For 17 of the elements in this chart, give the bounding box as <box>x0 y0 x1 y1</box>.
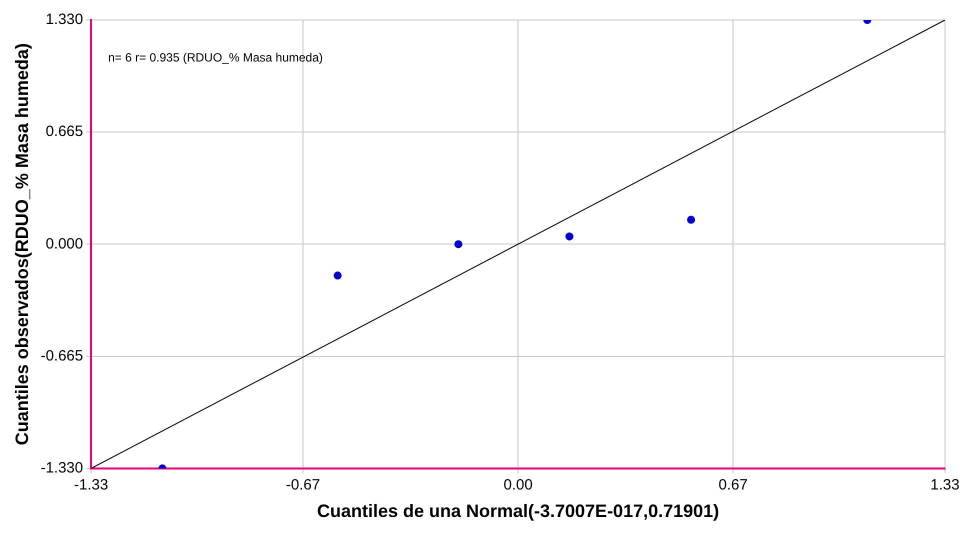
x-axis-title: Cuantiles de una Normal(-3.7007E-017,0.71901) <box>316 501 720 522</box>
y-axis-title: Cuantiles observados(RDUO_% Masa humeda) <box>12 43 32 446</box>
y-tick-label: 0.665 <box>46 123 84 140</box>
x-tick-label: 0.67 <box>718 476 748 494</box>
y-tick-label: 0.000 <box>46 235 84 252</box>
y-tick-label: -0.665 <box>40 347 84 364</box>
x-tick-label: 1.33 <box>930 476 960 494</box>
point <box>565 232 574 240</box>
x-tick-label: -0.67 <box>286 476 320 494</box>
y-tick-label: -1.330 <box>40 460 84 477</box>
x-tick-label: -1.33 <box>74 476 108 494</box>
point <box>454 240 462 248</box>
point <box>334 272 342 280</box>
point <box>687 216 696 224</box>
y-tick-label: 1.330 <box>46 11 84 28</box>
annotation: n= 6 r= 0.935 (RDUO_% Masa humeda) <box>108 50 323 64</box>
x-tick-label: 0.00 <box>503 476 533 494</box>
